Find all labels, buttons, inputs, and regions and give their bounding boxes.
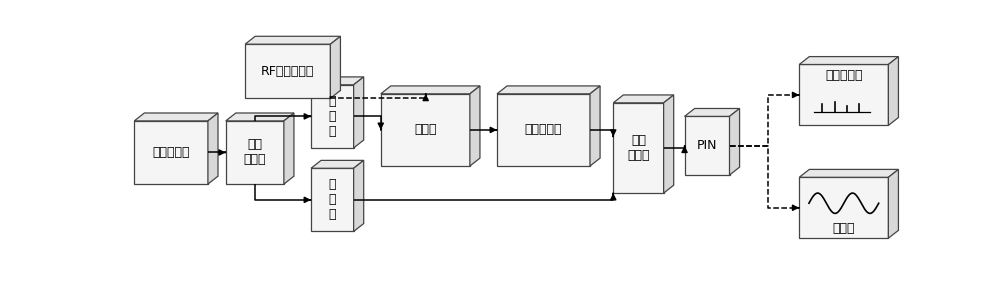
Polygon shape	[330, 36, 340, 98]
Polygon shape	[888, 57, 898, 125]
Polygon shape	[245, 44, 330, 98]
Polygon shape	[613, 103, 664, 193]
Polygon shape	[381, 94, 470, 166]
Polygon shape	[497, 86, 600, 94]
Polygon shape	[799, 177, 888, 238]
Polygon shape	[284, 113, 294, 184]
Polygon shape	[311, 168, 354, 231]
Polygon shape	[497, 94, 590, 166]
Text: 光纤延迟线: 光纤延迟线	[525, 123, 562, 137]
Polygon shape	[226, 113, 294, 121]
Polygon shape	[381, 86, 480, 94]
Text: RF信号发生器: RF信号发生器	[261, 65, 314, 78]
Polygon shape	[311, 160, 364, 168]
Polygon shape	[311, 77, 364, 85]
Text: PIN: PIN	[697, 139, 717, 152]
Polygon shape	[799, 57, 898, 64]
Polygon shape	[685, 116, 730, 175]
Polygon shape	[888, 169, 898, 238]
Text: 光纤
分路器: 光纤 分路器	[244, 139, 266, 166]
Polygon shape	[134, 113, 218, 121]
Polygon shape	[799, 169, 898, 177]
Polygon shape	[590, 86, 600, 166]
Polygon shape	[470, 86, 480, 166]
Polygon shape	[226, 121, 284, 184]
Text: 调制器: 调制器	[414, 123, 437, 137]
Polygon shape	[730, 108, 740, 175]
Text: 频谱分析仪: 频谱分析仪	[825, 69, 863, 82]
Text: 光纤
合路器: 光纤 合路器	[627, 134, 650, 162]
Polygon shape	[354, 77, 364, 148]
Polygon shape	[685, 108, 740, 116]
Polygon shape	[613, 95, 674, 103]
Text: 衰
减
器: 衰 减 器	[329, 95, 336, 138]
Polygon shape	[134, 121, 208, 184]
Polygon shape	[311, 85, 354, 148]
Polygon shape	[354, 160, 364, 231]
Polygon shape	[799, 64, 888, 125]
Polygon shape	[208, 113, 218, 184]
Text: 示波器: 示波器	[833, 222, 855, 235]
Polygon shape	[664, 95, 674, 193]
Text: 衰
减
器: 衰 减 器	[329, 178, 336, 221]
Polygon shape	[245, 36, 340, 44]
Text: 光纤激光器: 光纤激光器	[152, 146, 190, 159]
